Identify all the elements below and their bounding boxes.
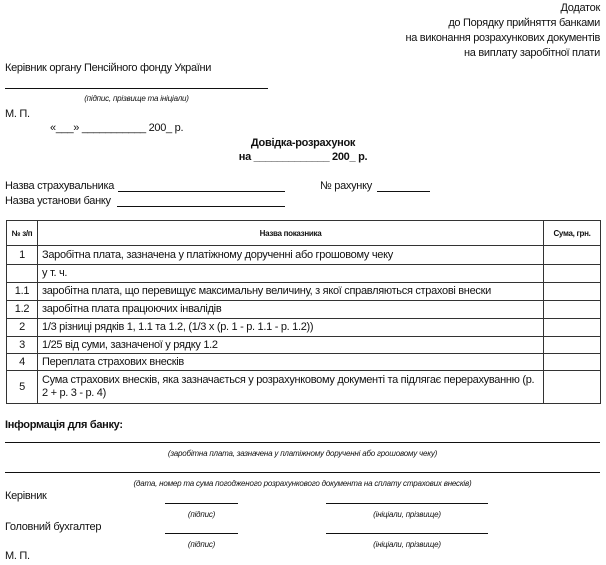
pf-signature-caption: (підпис, прізвище та ініціали) <box>84 94 189 103</box>
accountant-name-caption: (ініціали, прізвище) <box>373 540 441 549</box>
head-name-field[interactable] <box>326 503 488 504</box>
doc-title: Довідка-розрахунок <box>250 137 356 149</box>
sum-cell[interactable] <box>543 353 601 371</box>
col-sum: Сума, грн. <box>543 220 601 246</box>
sum-cell[interactable] <box>543 264 601 283</box>
appendix-line-4: на виплату заробітної плати <box>463 47 600 59</box>
insurer-label: Назва страхувальника <box>5 180 115 192</box>
bank-stamp-label: М. П. <box>5 550 30 562</box>
sum-cell[interactable] <box>543 370 601 404</box>
appendix-line-3: на виконання розрахункових документів <box>405 32 600 44</box>
table-row: 4 Переплата страхових внесків <box>6 353 601 371</box>
table-header: № з/п Назва показника Сума, грн. <box>6 220 601 246</box>
appendix-line-2: до Порядку прийняття банками <box>448 17 600 29</box>
col-name: Назва показника <box>37 220 544 246</box>
table-row: 3 1/25 від суми, зазначеної у рядку 1.2 <box>6 336 601 354</box>
accountant-signature-field[interactable] <box>165 533 238 534</box>
salary-field[interactable] <box>5 442 600 443</box>
col-num: № з/п <box>6 220 38 246</box>
sum-cell[interactable] <box>543 336 601 354</box>
table-row: 5 Сума страхових внесків, яка зазначаєтьс… <box>6 370 601 404</box>
pf-signature-line[interactable] <box>5 88 268 89</box>
table-row: 2 1/3 різниці рядків 1, 1.1 та 1.2, (1/3 … <box>6 318 601 337</box>
head-sign-caption: (підпис) <box>187 510 216 519</box>
sum-cell[interactable] <box>543 245 601 265</box>
account-field[interactable] <box>377 191 430 192</box>
stamp-label: М. П. <box>5 108 30 120</box>
table-row: у т. ч. <box>6 264 601 283</box>
bank-head-label: Керівник <box>5 490 47 502</box>
table-row: 1 Заробітна плата, зазначена у платіжному… <box>6 245 601 265</box>
head-signature-field[interactable] <box>165 503 238 504</box>
accountant-sign-caption: (підпис) <box>187 540 216 549</box>
insurer-field[interactable] <box>118 191 285 192</box>
doc-date[interactable]: на _____________ 200_ р. <box>238 151 368 163</box>
appendix-line-1: Додаток <box>560 2 601 14</box>
table-row: 1.1 заробітна плата, що перевищує максима… <box>6 282 601 301</box>
bank-label: Назва установи банку <box>5 195 111 207</box>
accountant-name-field[interactable] <box>326 533 488 534</box>
account-label: № рахунку <box>320 180 372 192</box>
accountant-label: Головний бухгалтер <box>5 521 102 533</box>
bank-field[interactable] <box>117 206 285 207</box>
head-name-caption: (ініціали, прізвище) <box>373 510 441 519</box>
payment-doc-caption: (дата, номер та сума погодженого розраху… <box>133 479 472 488</box>
calculation-table: № з/п Назва показника Сума, грн. 1 Заробі… <box>6 220 601 404</box>
sum-cell[interactable] <box>543 300 601 319</box>
sum-cell[interactable] <box>543 282 601 301</box>
sum-cell[interactable] <box>543 318 601 337</box>
pf-head-label: Керівник органу Пенсійного фонду України <box>5 62 212 74</box>
salary-caption: (заробітна плата, зазначена у платіжному… <box>167 449 438 458</box>
approval-date[interactable]: «___» ___________ 200_ р. <box>50 122 184 134</box>
table-row: 1.2 заробітна плата працюючих інвалідів <box>6 300 601 319</box>
payment-doc-field[interactable] <box>5 472 600 473</box>
bank-info-title: Інформація для банку: <box>5 419 123 431</box>
